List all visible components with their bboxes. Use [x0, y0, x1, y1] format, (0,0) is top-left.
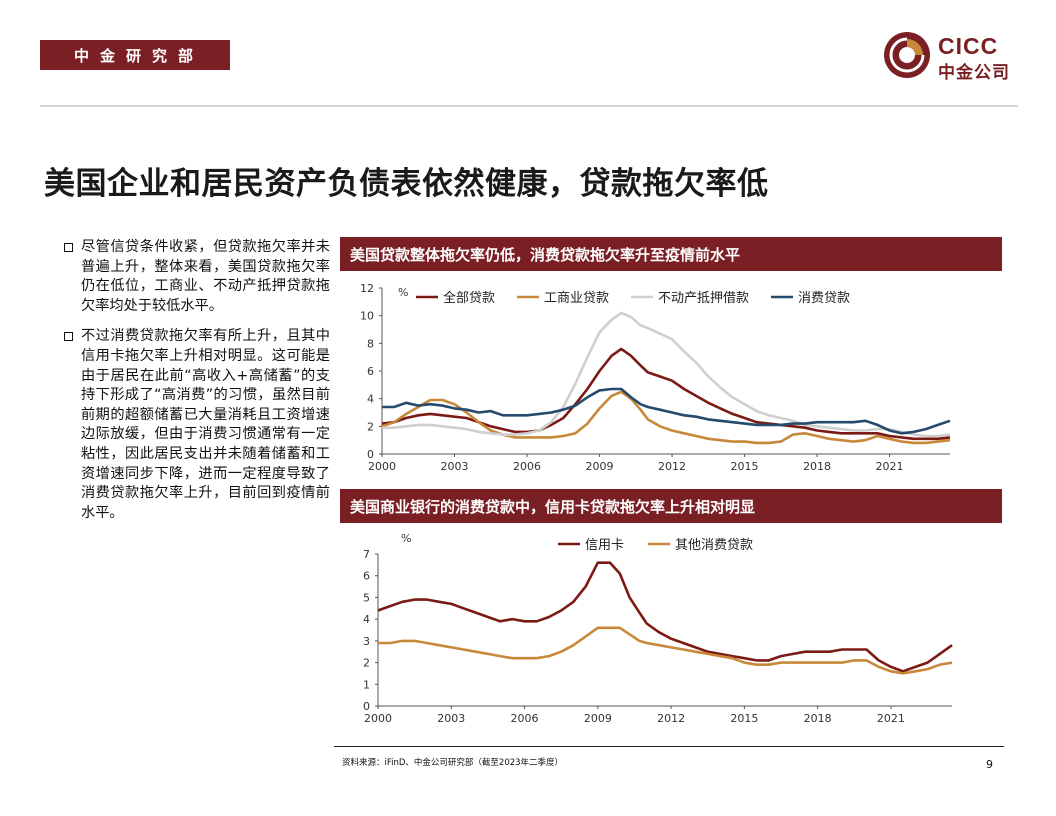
series-line: [381, 390, 951, 445]
series-line: [382, 387, 951, 435]
x-tick-label: 2000: [368, 460, 396, 473]
x-tick-label: 2000: [364, 712, 392, 722]
series-line: [378, 626, 953, 675]
y-tick-label: 0: [363, 700, 370, 713]
x-tick-label: 2009: [584, 712, 612, 722]
x-tick-label: 2012: [658, 460, 686, 473]
x-tick-label: 2003: [441, 460, 469, 473]
series-line: [382, 311, 951, 438]
x-tick-label: 2009: [586, 460, 614, 473]
x-tick-label: 2021: [877, 712, 905, 722]
y-tick-label: 2: [363, 657, 370, 670]
legend-label: 不动产抵押借款: [658, 291, 749, 306]
chart2-title: 美国商业银行的消费贷款中，信用卡贷款拖欠率上升相对明显: [340, 489, 1002, 523]
bullet-square-icon: [64, 243, 73, 252]
y-tick-label: 10: [360, 310, 374, 323]
y-tick-label: 5: [363, 591, 370, 604]
header-divider: [40, 105, 1018, 107]
y-tick-label: 12: [360, 282, 374, 295]
x-tick-label: 2021: [876, 460, 904, 473]
logo-text-en: CICC: [938, 33, 999, 59]
series-line: [381, 347, 951, 441]
y-tick-label: 4: [367, 393, 374, 406]
chart1-delinquency-by-loan-type: 0 2 4 6 8 10 12 2000 2003 2006 2009 2012 2015 2018 202…: [360, 282, 951, 473]
y-tick-label: 7: [363, 548, 370, 561]
legend-label: 全部贷款: [443, 290, 495, 306]
x-tick-label: 2006: [513, 460, 541, 473]
bullet-item: 尽管信贷条件收紧，但贷款拖欠率并未普遍上升，整体来看，美国贷款拖欠率仍在低位，工…: [64, 238, 330, 316]
cicc-logo: CICC 中金公司: [882, 30, 1022, 83]
legend-label: 工商业贷款: [544, 291, 609, 306]
chart2-consumer-loan-delinquency: 0 1 2 3 4 5 6 7 2000 2003 2006 2009 2012 2015 2018 2021…: [363, 532, 953, 722]
legend-label: 其他消费贷款: [675, 538, 753, 553]
chart1-title: 美国贷款整体拖欠率仍低，消费贷款拖欠率升至疫情前水平: [340, 237, 1002, 271]
bullet-list: 尽管信贷条件收紧，但贷款拖欠率并未普遍上升，整体来看，美国贷款拖欠率仍在低位，工…: [64, 238, 330, 534]
source-note: 资料来源：iFinD、中金公司研究部（截至2023年二季度）: [342, 758, 564, 768]
bullet-square-icon: [64, 332, 73, 342]
x-tick-label: 2012: [657, 712, 685, 722]
legend-label: 信用卡: [585, 538, 624, 553]
x-tick-label: 2006: [511, 712, 539, 722]
x-tick-label: 2003: [437, 712, 465, 722]
y-tick-label: 2: [367, 420, 374, 433]
x-tick-label: 2015: [730, 712, 758, 722]
cicc-logo-icon: [884, 32, 930, 78]
unit-label: %: [398, 286, 408, 299]
logo-text-cn: 中金公司: [938, 63, 1010, 83]
x-tick-label: 2018: [804, 712, 832, 722]
y-tick-label: 6: [367, 365, 374, 378]
y-tick-label: 0: [367, 448, 374, 461]
page-title: 美国企业和居民资产负债表依然健康，贷款拖欠率低: [44, 166, 769, 202]
footer-divider: [334, 746, 1004, 747]
y-tick-label: 1: [363, 678, 370, 691]
bullet-text: 不过消费贷款拖欠率有所上升，且其中信用卡拖欠率上升相对明显。这可能是由于居民在此…: [81, 328, 330, 521]
department-tag: 中金研究部: [40, 40, 230, 70]
bullet-item: 不过消费贷款拖欠率有所上升，且其中信用卡拖欠率上升相对明显。这可能是由于居民在此…: [64, 327, 330, 523]
y-tick-label: 3: [363, 635, 370, 648]
bullet-text: 尽管信贷条件收紧，但贷款拖欠率并未普遍上升，整体来看，美国贷款拖欠率仍在低位，工…: [81, 239, 330, 314]
x-tick-label: 2018: [803, 460, 831, 473]
x-tick-label: 2015: [731, 460, 759, 473]
y-tick-label: 6: [363, 570, 370, 583]
y-tick-label: 4: [363, 613, 370, 626]
page-number: 9: [986, 758, 993, 771]
unit-label: %: [401, 532, 411, 545]
legend-label: 消费贷款: [798, 291, 850, 306]
series-line: [377, 561, 953, 673]
y-tick-label: 8: [367, 337, 374, 350]
